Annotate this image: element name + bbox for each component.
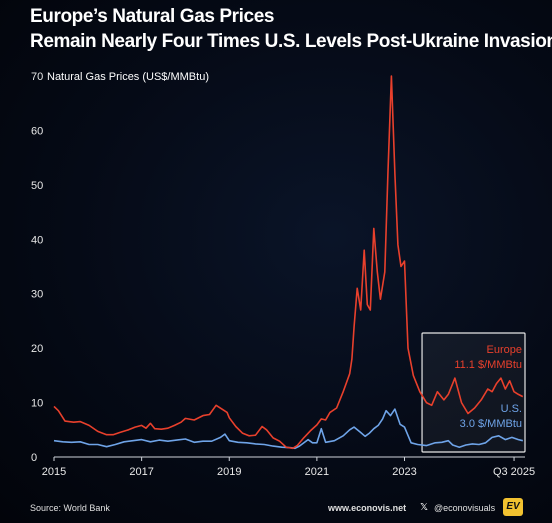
europe-value-label: 11.1 $/MMBtu (454, 359, 522, 371)
x-tick-label: Q3 2025 (493, 466, 535, 478)
x-tick-label: 2023 (392, 466, 416, 478)
y-tick-label: 30 (31, 289, 43, 301)
y-tick-label: 50 (31, 180, 43, 192)
us-value-label: 3.0 $/MMBtu (460, 418, 522, 430)
y-tick-label: 40 (31, 234, 43, 246)
europe-series-label: Europe (487, 344, 522, 356)
y-tick-label: 60 (31, 125, 43, 137)
x-tick-label: 2019 (217, 466, 241, 478)
series-lines (53, 75, 524, 450)
us-series-line (53, 408, 523, 450)
source-note: Source: World Bank (30, 503, 110, 513)
brand-logo: EV (503, 498, 523, 516)
series-annotations: Europe 11.1 $/MMBtu U.S. 3.0 $/MMBtu (454, 344, 522, 430)
x-tick-label: 2017 (129, 466, 153, 478)
y-tick-label: 10 (31, 398, 43, 410)
chart-title-line-1: Europe’s Natural Gas Prices (30, 6, 275, 27)
x-tick-label: 2021 (305, 466, 329, 478)
highlight-box (421, 332, 526, 453)
chart-axes: Natural Gas Prices (US$/MMBtu) 0 10 20 30 40 5… (31, 71, 535, 478)
y-tick-label: 0 (31, 452, 37, 464)
highlight-rect (421, 332, 526, 453)
y-tick-label: 20 (31, 343, 43, 355)
us-series-label: U.S. (501, 403, 522, 415)
chart-title-line-2: Remain Nearly Four Times U.S. Levels Pos… (30, 31, 552, 52)
website-link[interactable]: www.econovis.net (328, 503, 407, 513)
x-tick-label: 2015 (42, 466, 66, 478)
y-axis-label: Natural Gas Prices (US$/MMBtu) (47, 71, 209, 83)
y-tick-label: 70 (31, 71, 43, 83)
europe-series-line (53, 75, 524, 450)
social-handle[interactable]: @econovisuals (434, 503, 496, 513)
x-logo-icon: 𝕏 (420, 502, 429, 513)
